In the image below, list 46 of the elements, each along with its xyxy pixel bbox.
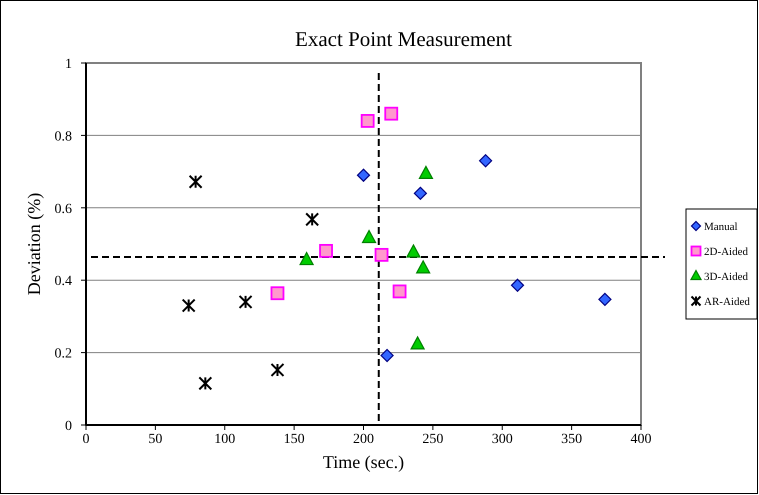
y-tick-label: 0.8 [54,129,72,144]
x-tick-label: 200 [353,432,374,447]
point [380,348,394,362]
point [414,186,427,200]
point [198,376,212,390]
point [360,114,375,128]
y-tick-label: 0.6 [54,202,72,217]
x-tick-label: 250 [422,432,444,447]
point [406,244,421,258]
point [374,248,388,262]
legend-label: AR-Aided [704,296,750,308]
point [305,212,320,226]
point [510,278,524,292]
point [384,106,398,121]
point [410,336,425,350]
point [238,294,253,309]
y-tick-label: 0.4 [54,274,72,290]
point [416,260,430,274]
point [300,252,314,266]
y-tick-label: 0.2 [54,346,72,362]
point [362,230,376,244]
x-axis-title: Time (sec.) [322,452,404,472]
x-tick-label: 0 [82,432,90,447]
point [188,174,203,189]
y-tick-label: 0 [65,419,72,434]
y-axis-title: Deviation (%) [24,192,44,296]
point [479,154,492,168]
y-tick-label: 1 [65,57,72,72]
point [418,166,434,180]
legend-label: 2D-Aided [704,246,748,258]
point [182,298,196,313]
legend-label: Manual [704,221,738,233]
point [392,284,406,298]
chart-title: Exact Point Measurement [295,27,512,51]
x-tick-label: 350 [561,432,582,447]
point [598,292,612,306]
point [356,168,370,182]
x-tick-label: 150 [284,432,305,447]
x-tick-label: 400 [630,432,652,447]
point [270,286,284,300]
point [319,244,333,258]
legend-label: 3D-Aided [704,271,748,283]
point [270,362,284,377]
x-tick-label: 100 [214,432,236,447]
x-tick-label: 300 [492,432,513,447]
x-tick-label: 50 [148,432,162,447]
